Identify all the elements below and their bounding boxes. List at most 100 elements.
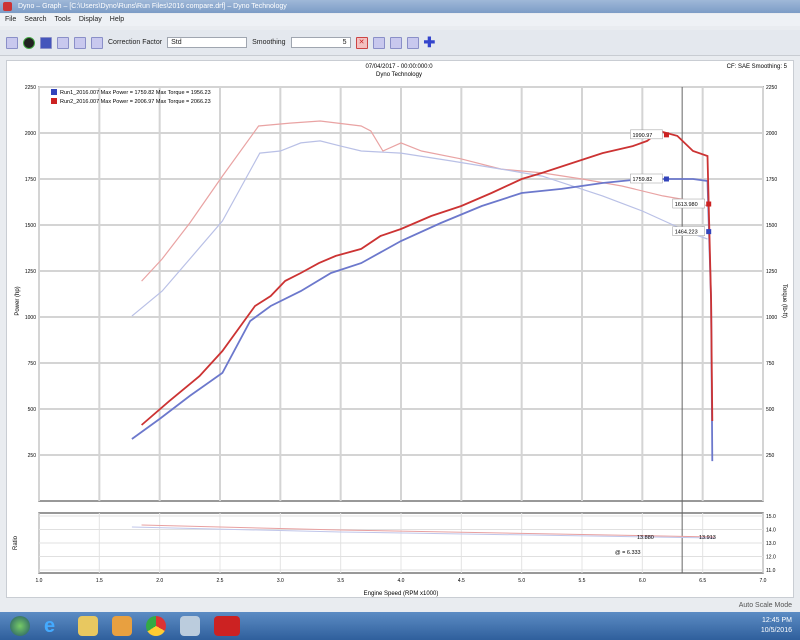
y-tick-left: 1750 — [25, 177, 36, 183]
sub-series-run2 — [141, 524, 715, 538]
y-tick-left: 1250 — [25, 269, 36, 275]
legend-run2[interactable]: Run2_2016.007 Max Power = 2006.97 Max To… — [60, 99, 211, 105]
chrome-icon[interactable] — [146, 616, 166, 636]
y-tick-left: 500 — [28, 407, 37, 413]
x-tick: 6.5 — [699, 578, 706, 584]
menu-search[interactable]: Search — [24, 16, 47, 23]
menu-file[interactable]: File — [5, 16, 17, 23]
print-icon[interactable] — [389, 36, 402, 49]
x-tick: 2.0 — [156, 578, 163, 584]
close-graph-icon[interactable]: ✕ — [355, 36, 368, 49]
toolbar: Correction Factor Std Smoothing 5 ✕ ✚ — [0, 30, 800, 56]
graph-3-icon[interactable] — [91, 36, 103, 49]
series-run2-torque — [141, 120, 708, 282]
dyno-chart: 07/04/2017 - 00:00:000:0 Dyno Technology… — [13, 64, 788, 597]
marker-label: 1613.980 — [675, 202, 698, 208]
x-tick: 3.5 — [337, 578, 344, 584]
file-explorer-icon[interactable] — [78, 616, 98, 636]
menu-help[interactable]: Help — [109, 16, 125, 23]
notepad-icon[interactable] — [180, 616, 200, 636]
sub-y-axis-label: Ratio — [13, 535, 19, 550]
y-tick-right: 500 — [766, 407, 775, 413]
menu-tools[interactable]: Tools — [54, 16, 71, 23]
sub-marker-run1: 13.880 — [637, 535, 654, 541]
marker-label-box — [630, 173, 663, 184]
sub-y-tick: 14.0 — [766, 528, 776, 534]
tray-date[interactable]: 10/5/2016 — [760, 627, 792, 634]
window-title: Dyno – Graph – [C:\Users\Dyno\Runs\Run F… — [18, 3, 287, 10]
y-tick-right: 1500 — [766, 223, 777, 229]
marker-point — [663, 176, 669, 182]
status-bar: Auto Scale Mode — [0, 600, 800, 612]
legend-swatch-run2 — [51, 98, 57, 104]
graph-2-icon[interactable] — [74, 36, 86, 49]
chart-header-date: 07/04/2017 - 00:00:000:0 — [365, 64, 433, 70]
dyno-app-taskbar-icon[interactable] — [214, 616, 240, 636]
zoom-in-icon[interactable] — [372, 36, 385, 49]
y-tick-right: 2000 — [766, 131, 777, 137]
marker-label-box — [630, 129, 663, 140]
chart-header-settings: CF: SAE Smoothing: 5 — [727, 64, 788, 70]
edit-icon[interactable] — [40, 36, 52, 49]
y-tick-left: 1000 — [25, 315, 36, 321]
sub-y-tick: 15.0 — [766, 514, 776, 520]
system-tray: 12:45 PM 10/5/2016 — [761, 616, 792, 636]
chart-header-title: Dyno Technology — [376, 72, 422, 78]
y-axis-label-left: Power (hp) — [15, 286, 21, 315]
start-button-icon[interactable] — [10, 616, 30, 636]
x-tick: 5.5 — [579, 578, 586, 584]
x-tick: 1.5 — [96, 578, 103, 584]
cursor-rpm-readout: @ = 6.333 — [615, 550, 641, 556]
menu-bar: File Search Tools Display Help — [0, 14, 800, 26]
title-bar: Dyno – Graph – [C:\Users\Dyno\Runs\Run F… — [0, 0, 800, 13]
x-axis-label: Engine Speed (RPM x1000) — [364, 591, 439, 597]
sub-y-tick: 13.0 — [766, 541, 776, 547]
media-player-icon[interactable] — [112, 616, 132, 636]
y-tick-left: 1500 — [25, 223, 36, 229]
x-tick: 4.0 — [398, 578, 405, 584]
open-icon[interactable] — [6, 36, 18, 49]
sub-y-tick: 12.0 — [766, 555, 776, 561]
correction-factor-select[interactable]: Std — [167, 37, 248, 48]
series-run1-torque — [131, 140, 708, 317]
marker-label-box — [672, 198, 705, 209]
marker-label: 1759.82 — [632, 177, 652, 183]
marker-label-box — [672, 226, 705, 236]
x-tick: 3.0 — [277, 578, 284, 584]
series-run1-power — [131, 178, 714, 462]
chart-pane: 07/04/2017 - 00:00:000:0 Dyno Technology… — [6, 60, 794, 598]
legend-run1[interactable]: Run1_2016.007 Max Power = 1759.82 Max To… — [60, 90, 211, 96]
y-axis-label-right: Torque (lb-ft) — [781, 284, 787, 318]
y-tick-right: 750 — [766, 361, 775, 367]
app-icon — [3, 2, 12, 11]
sub-series-run1 — [131, 526, 715, 539]
crosshair-icon[interactable]: ✚ — [423, 34, 436, 50]
menu-display[interactable]: Display — [78, 16, 102, 23]
marker-point — [706, 229, 712, 235]
x-tick: 6.0 — [639, 578, 646, 584]
x-tick: 4.5 — [458, 578, 465, 584]
y-tick-right: 250 — [766, 453, 775, 459]
y-tick-left: 250 — [28, 453, 37, 459]
x-tick: 5.0 — [518, 578, 525, 584]
x-tick: 1.0 — [36, 578, 43, 584]
taskbar: e 12:45 PM 10/5/2016 — [0, 612, 800, 640]
globe-icon[interactable] — [23, 36, 35, 49]
export-icon[interactable] — [406, 36, 419, 49]
internet-explorer-icon[interactable]: e — [44, 615, 56, 637]
marker-label: 1464.223 — [675, 230, 698, 236]
tray-time[interactable]: 12:45 PM — [762, 617, 792, 624]
marker-point — [663, 132, 669, 138]
sub-y-tick: 11.0 — [766, 568, 776, 574]
sub-marker-run2: 13.913 — [699, 535, 716, 541]
y-tick-right: 2250 — [766, 85, 777, 91]
smoothing-spinner[interactable]: 5 — [290, 37, 351, 48]
y-tick-left: 750 — [28, 361, 37, 367]
legend-swatch-run1 — [51, 89, 57, 95]
marker-label: 1990.97 — [632, 133, 652, 139]
correction-factor-label: Correction Factor — [108, 39, 163, 46]
x-tick: 7.0 — [760, 578, 767, 584]
y-tick-right: 1250 — [766, 269, 777, 275]
y-tick-right: 1750 — [766, 177, 777, 183]
graph-1-icon[interactable] — [57, 36, 69, 49]
